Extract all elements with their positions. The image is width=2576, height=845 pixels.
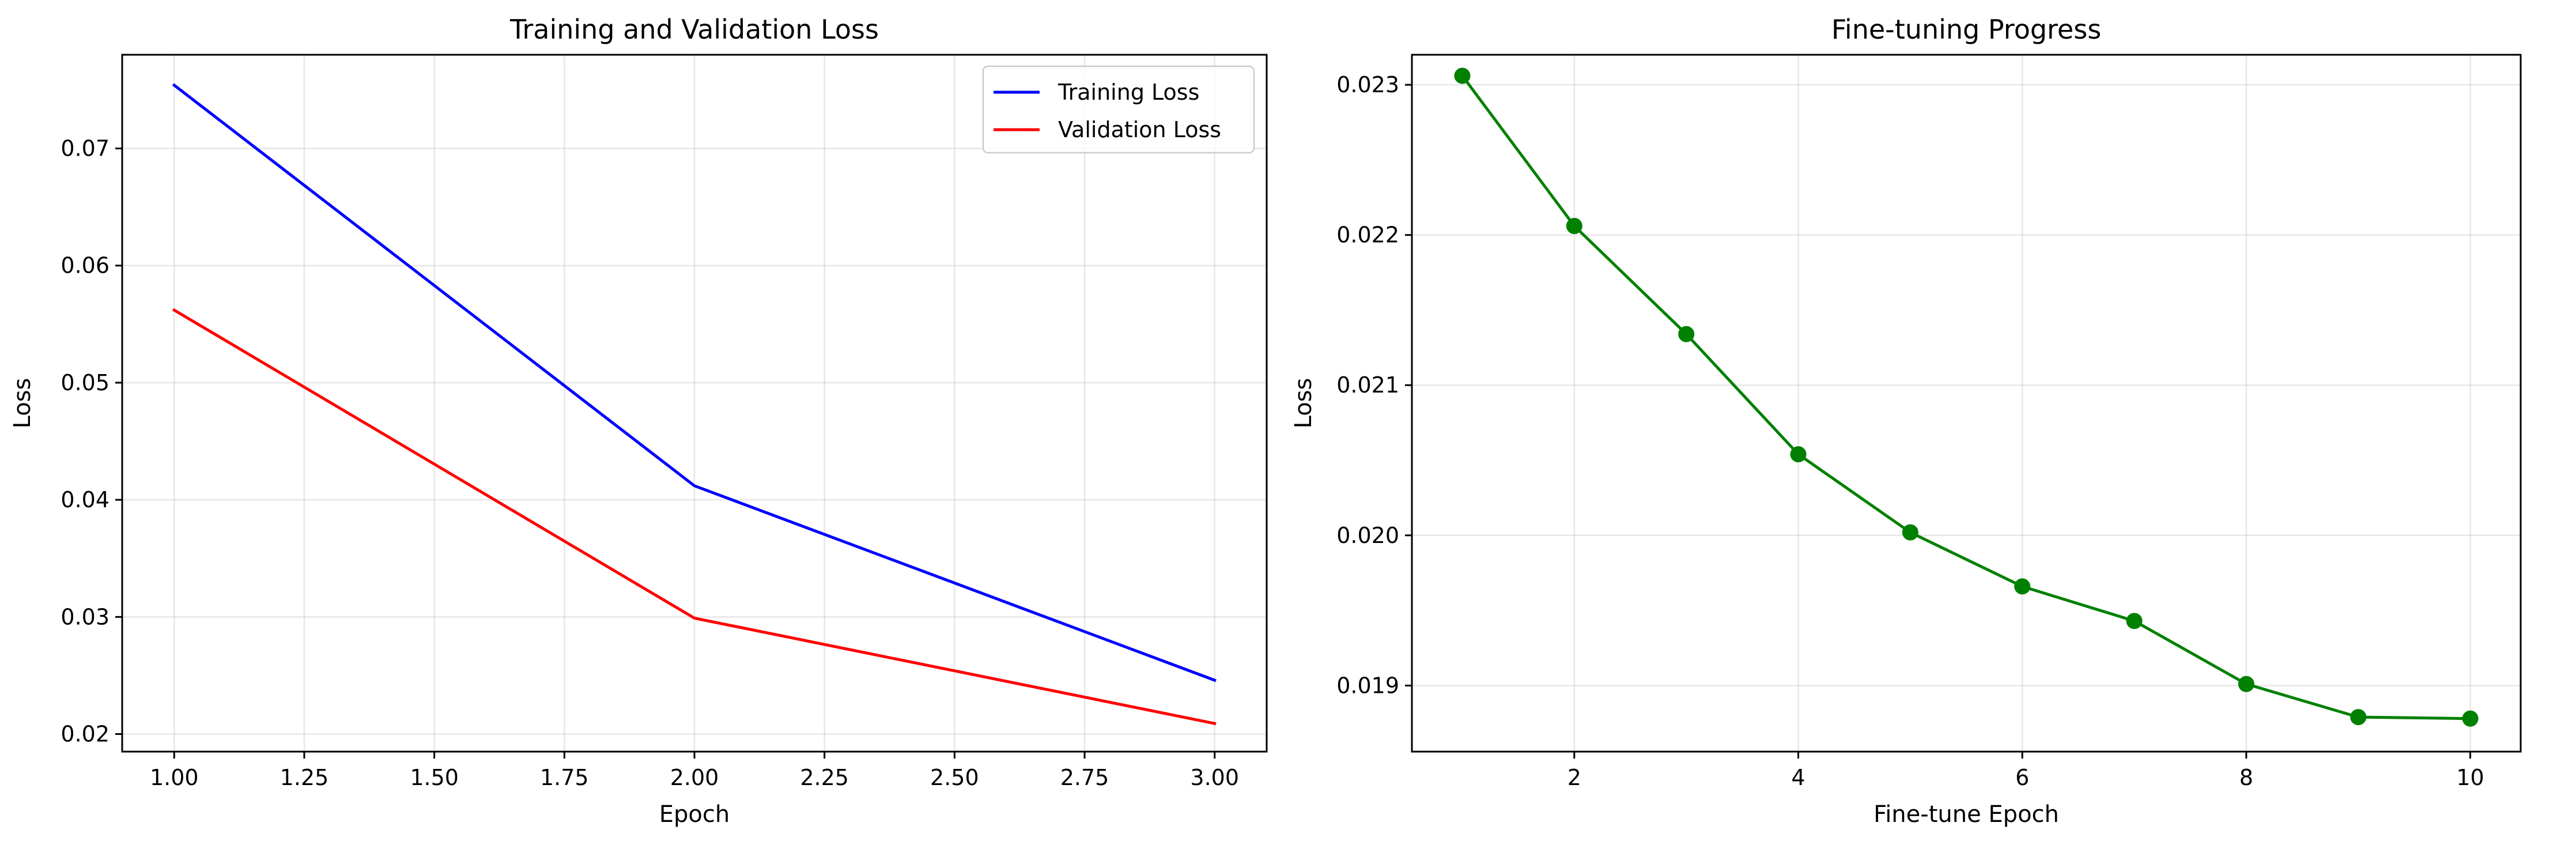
- chart-training-validation-loss: 1.00 1.25 1.50 1.75 2.00 2.25 2.50 2.75 3.00 0.02…: [9, 14, 1268, 828]
- legend-label-0: Training Loss: [1057, 80, 1199, 105]
- x-tick-label: 1.50: [410, 765, 459, 790]
- x-tick-label: 8: [2239, 765, 2253, 790]
- data-point: [2014, 578, 2031, 595]
- legend-label-1: Validation Loss: [1058, 117, 1221, 142]
- x-tick-label: 2.75: [1060, 765, 1109, 790]
- plot-area: [122, 55, 1267, 752]
- x-tick-label: 1.00: [150, 765, 199, 790]
- x-tick-label: 1.25: [280, 765, 329, 790]
- legend-box: [982, 65, 1255, 154]
- x-tick-label: 3.00: [1190, 765, 1239, 790]
- x-tick-label: 4: [1791, 765, 1805, 790]
- y-tick-label: 0.020: [1336, 523, 1399, 548]
- data-point: [2350, 709, 2367, 726]
- y-tick-label: 0.06: [61, 253, 109, 278]
- y-tick-label: 0.05: [61, 370, 109, 395]
- y-tick-label: 0.02: [61, 722, 109, 747]
- y-tick-label: 0.022: [1336, 222, 1399, 248]
- data-point: [2126, 613, 2143, 629]
- series-line-0: [172, 83, 1217, 682]
- data-point: [1566, 218, 1582, 235]
- y-tick-label: 0.07: [61, 136, 109, 161]
- y-tick-label: 0.023: [1336, 72, 1399, 97]
- x-tick-label: 10: [2456, 765, 2484, 790]
- chart-title: Training and Validation Loss: [509, 14, 879, 45]
- x-axis-label: Epoch: [659, 801, 730, 828]
- y-tick-label: 0.019: [1336, 673, 1399, 698]
- x-tick-label: 2.25: [800, 765, 849, 790]
- y-axis-label: Loss: [1290, 378, 1317, 429]
- x-tick-label: 2.50: [930, 765, 979, 790]
- data-point: [1902, 524, 1918, 541]
- data-point: [2462, 710, 2479, 727]
- data-point: [2238, 676, 2254, 692]
- chart-title: Fine-tuning Progress: [1831, 14, 2101, 45]
- y-tick-label: 0.03: [61, 604, 109, 629]
- y-axis-label: Loss: [9, 378, 36, 429]
- data-point: [1454, 67, 1471, 84]
- x-tick-label: 6: [2015, 765, 2029, 790]
- x-tick-label: 1.75: [540, 765, 589, 790]
- series-line-1: [172, 308, 1217, 726]
- x-tick-label: 2: [1567, 765, 1581, 790]
- plot-area: [1412, 55, 2521, 752]
- x-axis-label: Fine-tune Epoch: [1874, 801, 2059, 828]
- y-tick-label: 0.04: [61, 487, 109, 512]
- data-point: [1790, 446, 1807, 463]
- y-tick-label: 0.021: [1336, 372, 1399, 398]
- series-line-0: [1460, 74, 2472, 720]
- chart-fine-tuning-progress: 2 4 6 8 10 0.019 0.020 0.021 0.022 0.023 Fine-tuni…: [1290, 14, 2522, 828]
- x-tick-label: 2.00: [670, 765, 719, 790]
- data-point: [1678, 326, 1695, 342]
- axes-frame: [1411, 54, 2522, 753]
